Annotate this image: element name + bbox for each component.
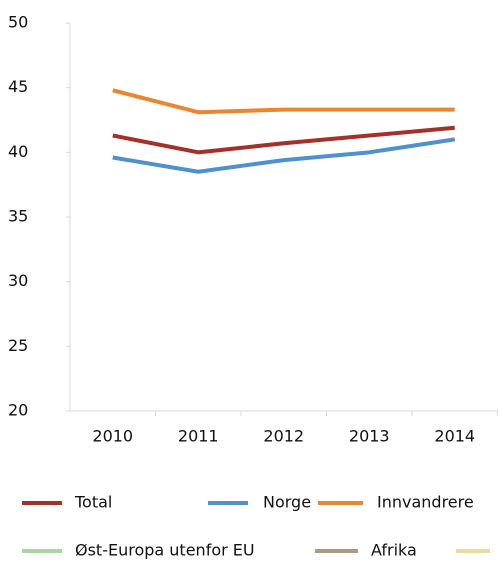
legend-label: Afrika [371, 541, 417, 560]
x-tick-label: 2014 [434, 427, 475, 446]
legend-label: Øst-Europa utenfor EU [75, 541, 255, 560]
y-tick-label: 30 [8, 271, 28, 290]
x-tick-label: 2011 [178, 427, 219, 446]
y-tick-label: 25 [8, 336, 28, 355]
x-tick-label: 2012 [263, 427, 304, 446]
y-tick-label: 40 [8, 142, 28, 161]
y-tick-label: 35 [8, 207, 28, 226]
y-tick-label: 50 [8, 13, 28, 32]
series-line [112, 125, 455, 155]
y-tick-label: 45 [8, 77, 28, 96]
y-tick-label: 20 [8, 401, 28, 420]
series-line [112, 88, 455, 115]
legend-label: Innvandrere [377, 493, 474, 512]
x-tick-label: 2010 [92, 427, 133, 446]
x-tick-label: 2013 [349, 427, 390, 446]
legend-label: Total [74, 493, 112, 512]
legend-label: Norge [263, 493, 311, 512]
series-line [112, 137, 456, 174]
